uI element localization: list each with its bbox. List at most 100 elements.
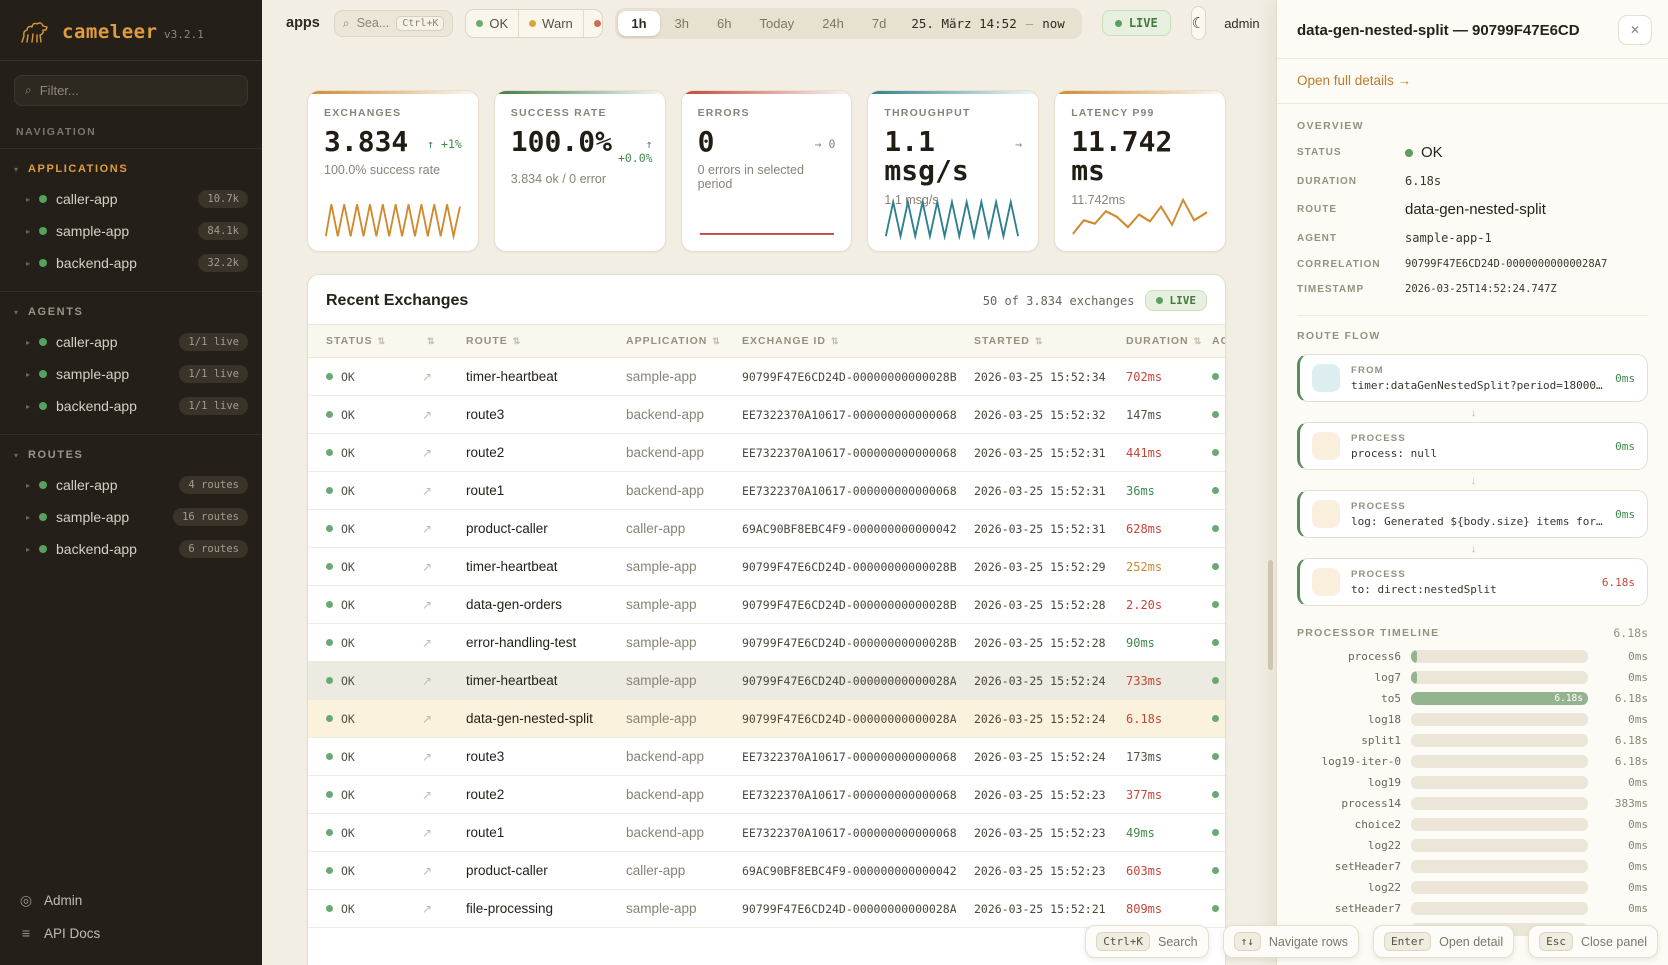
table-row[interactable]: OK ↗ data-gen-nested-split sample-app 90… <box>308 700 1225 738</box>
column-header[interactable]: STATUS ⇅ <box>326 335 386 347</box>
timeline-row[interactable]: setHeader7 0ms <box>1297 902 1648 915</box>
table-row[interactable]: OK ↗ product-caller caller-app 69AC90BF8… <box>308 510 1225 548</box>
open-full-details-link[interactable]: Open full details → <box>1297 73 1412 88</box>
range-1h[interactable]: 1h <box>618 10 660 36</box>
table-row[interactable]: OK ↗ error-handling-test sample-app 9079… <box>308 624 1225 662</box>
application-cell: sample-app <box>626 673 697 688</box>
sidebar-item[interactable]: ▸ backend-app 6 routes <box>0 533 262 565</box>
timeline-row[interactable]: process14 383ms <box>1297 797 1648 810</box>
ok-status-dot <box>326 601 333 608</box>
api-docs-icon: ≡ <box>21 925 31 941</box>
exchange-id-cell: 69AC90BF8EBC4F9-000000000000042B <box>742 521 956 536</box>
table-row[interactable]: OK ↗ timer-heartbeat sample-app 90799F47… <box>308 358 1225 396</box>
count-badge: 6 routes <box>179 540 248 558</box>
trend-icon: ↗ <box>422 711 433 726</box>
column-header[interactable]: ROUTE ⇅ <box>466 335 522 347</box>
shortcut-chip[interactable]: Ctrl+K Search <box>1085 925 1209 958</box>
processor-timeline: process6 0ms log7 0ms to5 6.18s 6.18s lo… <box>1297 650 1648 936</box>
route-flow-step[interactable]: PROCESS process: null 0ms <box>1297 422 1648 470</box>
kpi-card-errors[interactable]: ERRORS 0 → 0 0 errors in selected period <box>680 90 853 252</box>
timeline-row[interactable]: to5 6.18s 6.18s <box>1297 692 1648 705</box>
shortcut-chip[interactable]: Esc Close panel <box>1528 925 1658 958</box>
live-badge[interactable]: LIVE <box>1101 10 1171 36</box>
trend-icon: ↗ <box>422 749 433 764</box>
sidebar-item[interactable]: ▸ sample-app 84.1k <box>0 215 262 247</box>
scrollbar[interactable] <box>1268 560 1273 670</box>
filter-chip-error[interactable]: E <box>584 10 603 37</box>
route-cell: route3 <box>466 407 505 422</box>
table-row[interactable]: OK ↗ product-caller caller-app 69AC90BF8… <box>308 852 1225 890</box>
table-body: OK ↗ timer-heartbeat sample-app 90799F47… <box>308 358 1225 928</box>
table-row[interactable]: OK ↗ route2 backend-app EE7322370A10617-… <box>308 776 1225 814</box>
timeline-row[interactable]: log22 0ms <box>1297 839 1648 852</box>
timeline-row[interactable]: process6 0ms <box>1297 650 1648 663</box>
sidebar-item[interactable]: ▸ caller-app 4 routes <box>0 469 262 501</box>
column-header[interactable]: ⇅ <box>404 326 448 357</box>
filter-input[interactable] <box>39 83 237 98</box>
column-header[interactable]: DURATION ⇅ <box>1126 335 1203 347</box>
timeline-row[interactable]: choice2 0ms <box>1297 818 1648 831</box>
shortcut-chip[interactable]: ↑↓ Navigate rows <box>1222 925 1360 958</box>
status-cell: OK <box>308 511 404 547</box>
sidebar-item[interactable]: ▸ sample-app 1/1 live <box>0 358 262 390</box>
table-row[interactable]: OK ↗ data-gen-orders sample-app 90799F47… <box>308 586 1225 624</box>
timeline-bar-track <box>1411 650 1588 663</box>
timeline-row[interactable]: log18 0ms <box>1297 713 1648 726</box>
route-flow-step[interactable]: PROCESS log: Generated ${body.size} item… <box>1297 490 1648 538</box>
kpi-card-throughput[interactable]: THROUGHPUT 1.1 msg/s → 1.1 msg/s <box>867 90 1040 252</box>
range-today[interactable]: Today <box>759 15 795 31</box>
timeline-row[interactable]: log7 0ms <box>1297 671 1648 684</box>
sidebar-filter[interactable]: ⌕ <box>14 75 248 106</box>
table-row[interactable]: OK ↗ timer-heartbeat sample-app 90799F47… <box>308 662 1225 700</box>
range-7d[interactable]: 7d <box>871 15 887 31</box>
column-header[interactable]: STARTED ⇅ <box>974 335 1044 347</box>
application-cell: sample-app <box>626 559 697 574</box>
timeline-row[interactable]: log19-iter-0 6.18s <box>1297 755 1648 768</box>
shortcut-chip[interactable]: Enter Open detail <box>1373 925 1515 958</box>
table-row[interactable]: OK ↗ route3 backend-app EE7322370A10617-… <box>308 738 1225 776</box>
section-header-routes[interactable]: ▾ ROUTES <box>14 449 84 461</box>
kpi-card-latency[interactable]: LATENCY P99 11.742 ms 11.742ms <box>1054 90 1226 252</box>
kpi-card-exchanges[interactable]: EXCHANGES 3.834 ↑ +1% 100.0% success rat… <box>307 90 479 252</box>
sidebar-item[interactable]: ▸ sample-app 16 routes <box>0 501 262 533</box>
sidebar-item-api-docs[interactable]: ≡ API Docs <box>0 917 262 949</box>
timeline-row[interactable]: log19 0ms <box>1297 776 1648 789</box>
date-range-display[interactable]: 25. März 14:52 — now <box>911 15 1065 31</box>
column-header[interactable]: AGENT ⇅ <box>1212 335 1225 347</box>
table-row[interactable]: OK ↗ route3 backend-app EE7322370A10617-… <box>308 396 1225 434</box>
table-row[interactable]: OK ↗ timer-heartbeat sample-app 90799F47… <box>308 548 1225 586</box>
range-6h[interactable]: 6h <box>717 15 732 31</box>
route-flow-step[interactable]: PROCESS to: direct:nestedSplit 6.18s <box>1297 558 1648 606</box>
column-header[interactable]: APPLICATION ⇅ <box>626 335 721 347</box>
column-header[interactable]: EXCHANGE ID ⇅ <box>742 335 840 347</box>
sidebar-item-admin[interactable]: ◎ Admin <box>19 892 83 908</box>
kpi-card-success-rate[interactable]: SUCCESS RATE 100.0% ↑ +0.0% 3.834 ok / 0… <box>493 90 666 252</box>
route-flow-step[interactable]: FROM timer:dataGenNestedSplit?period=180… <box>1297 354 1648 402</box>
table-row[interactable]: OK ↗ route2 backend-app EE7322370A10617-… <box>308 434 1225 472</box>
agent-cell: backen <box>1194 473 1225 509</box>
status-cell: OK <box>308 891 404 927</box>
global-search[interactable]: ⌕ Sea... Ctrl+K <box>333 9 454 37</box>
sidebar-item[interactable]: ▸ caller-app 1/1 live <box>0 326 262 358</box>
close-icon[interactable]: ✕ <box>1618 15 1652 45</box>
section-header-agents[interactable]: ▾ AGENTS <box>14 306 84 318</box>
table-row[interactable]: OK ↗ file-processing sample-app 90799F47… <box>308 890 1225 928</box>
range-24h[interactable]: 24h <box>822 15 844 31</box>
step-duration: 0ms <box>1615 439 1635 453</box>
theme-toggle-button[interactable]: ☾ <box>1190 6 1207 40</box>
accent-bar <box>868 91 1039 94</box>
timeline-row[interactable]: setHeader7 0ms <box>1297 860 1648 873</box>
timeline-row[interactable]: log22 0ms <box>1297 881 1648 894</box>
filter-chip-warn[interactable]: Warn <box>519 9 584 37</box>
table-row[interactable]: OK ↗ route1 backend-app EE7322370A10617-… <box>308 472 1225 510</box>
timeline-row[interactable]: split1 6.18s <box>1297 734 1648 747</box>
range-3h[interactable]: 3h <box>674 15 690 31</box>
sidebar-item[interactable]: ▸ caller-app 10.7k <box>0 183 262 215</box>
filter-chip-ok[interactable]: OK <box>466 9 520 37</box>
table-row[interactable]: OK ↗ route1 backend-app EE7322370A10617-… <box>308 814 1225 852</box>
status-cell: OK <box>308 777 404 813</box>
section-header-applications[interactable]: ▾ APPLICATIONS <box>14 163 129 175</box>
sidebar-item[interactable]: ▸ backend-app 1/1 live <box>0 390 262 422</box>
kbd-hint: Ctrl+K <box>1096 932 1150 951</box>
sidebar-item[interactable]: ▸ backend-app 32.2k <box>0 247 262 279</box>
